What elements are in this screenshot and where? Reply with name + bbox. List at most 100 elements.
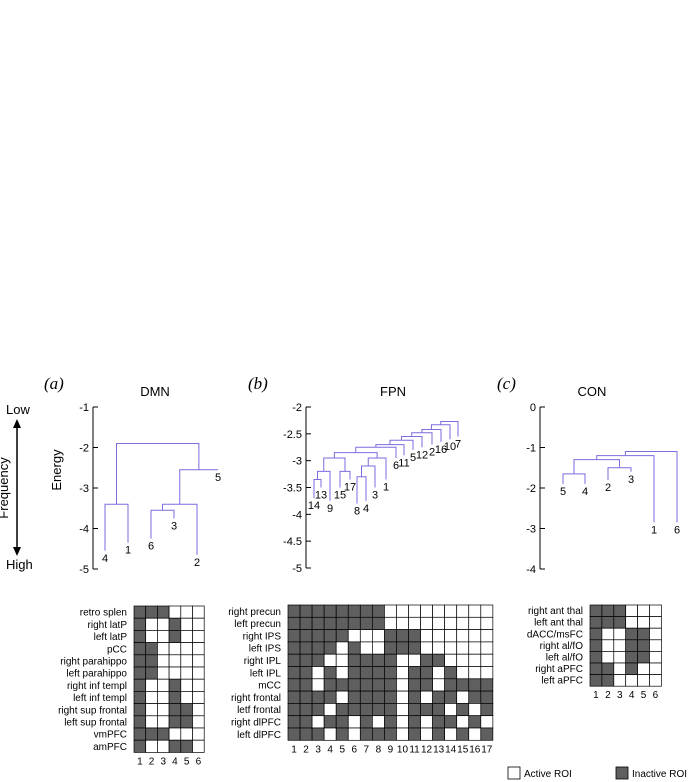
roi-label: left parahippo [66, 669, 127, 680]
state-column-label: 5 [184, 756, 190, 767]
roi-cell [468, 727, 482, 741]
roi-cell [157, 691, 170, 704]
roi-cell [287, 715, 301, 729]
roi-cell [347, 641, 361, 655]
roi-cell [408, 604, 421, 618]
roi-cell [180, 715, 193, 729]
roi-label: vmPFC [94, 730, 127, 741]
roi-cell [384, 641, 397, 655]
roi-cell [444, 653, 458, 667]
leaf-label: 5 [560, 486, 566, 498]
state-column-label: 16 [469, 744, 481, 755]
roi-cell [168, 715, 182, 729]
roi-cell [192, 691, 205, 704]
roi-cell [335, 715, 349, 729]
roi-cell [444, 616, 458, 630]
roi-cell [192, 654, 205, 668]
roi-cell [347, 653, 361, 667]
roi-cell [311, 616, 325, 630]
low-label: Low [6, 402, 30, 417]
roi-cell [168, 739, 182, 753]
roi-cell [323, 690, 337, 704]
roi-cell [323, 629, 337, 643]
y-tick-label: -3 [526, 524, 536, 536]
roi-cell [299, 727, 313, 741]
roi-cell [420, 641, 433, 655]
roi-cell [335, 690, 349, 704]
roi-cell [432, 715, 446, 729]
roi-cell [299, 616, 313, 630]
roi-cell [589, 662, 603, 675]
roi-cell [468, 604, 482, 618]
roi-cell [601, 674, 615, 687]
roi-cell [372, 678, 385, 692]
roi-cell [589, 639, 603, 652]
state-column-label: 4 [629, 690, 635, 701]
dendrogram-branch [573, 459, 620, 474]
roi-cell [311, 703, 325, 717]
roi-cell [432, 641, 446, 655]
state-column-label: 1 [137, 756, 143, 767]
roi-cell [456, 678, 470, 692]
state-column-label: 11 [409, 744, 420, 755]
y-tick-label: -2 [292, 402, 302, 414]
roi-cell [372, 604, 385, 618]
roi-cell [180, 642, 193, 656]
roi-cell [299, 690, 313, 704]
roi-cell [649, 651, 662, 664]
leaf-label: 2 [429, 447, 435, 459]
roi-cell [323, 641, 337, 655]
dendrogram-branch [624, 451, 678, 523]
roi-cell [396, 629, 409, 643]
dendrogram-branch [162, 503, 198, 555]
y-tick-label: -4.5 [283, 536, 302, 548]
dendrogram-branch [440, 420, 459, 437]
roi-cell [613, 662, 627, 675]
roi-cell [637, 616, 650, 629]
roi-cell [192, 739, 205, 753]
roi-cell [408, 629, 421, 643]
roi-cell [157, 617, 170, 631]
arrow-down-icon [13, 547, 21, 556]
roi-label: retro splen [80, 608, 127, 619]
leaf-label: 4 [102, 553, 108, 565]
roi-cell [157, 666, 170, 680]
leaf-label: 4 [363, 503, 369, 515]
roi-cell [444, 604, 458, 618]
roi-label: right precun [228, 607, 281, 618]
roi-cell [408, 690, 421, 704]
roi-cell [589, 604, 603, 617]
roi-cell [613, 616, 627, 629]
roi-cell [456, 604, 470, 618]
roi-cell [589, 627, 603, 641]
state-column-label: 14 [445, 744, 457, 755]
roi-cell [625, 662, 638, 675]
legend-active-swatch [507, 766, 521, 780]
dendrogram-branch [367, 457, 387, 480]
roi-cell [384, 727, 397, 741]
roi-cell [335, 616, 349, 630]
roi-cell [456, 703, 470, 717]
state-column-label: 6 [653, 690, 659, 701]
roi-cell [480, 727, 494, 741]
roi-cell [480, 690, 494, 704]
roi-cell [347, 616, 361, 630]
roi-cell [168, 703, 182, 717]
roi-cell [625, 651, 638, 664]
roi-cell [372, 727, 385, 741]
roi-cell [432, 604, 446, 618]
leaf-label: 17 [344, 481, 356, 493]
roi-cell [613, 639, 627, 652]
state-column-label: 17 [481, 744, 493, 755]
roi-cell [396, 678, 409, 692]
roi-cell [192, 727, 205, 741]
roi-cell [168, 654, 182, 668]
roi-cell [396, 703, 409, 717]
roi-cell [335, 678, 349, 692]
state-column-label: 1 [593, 690, 599, 701]
roi-cell [420, 690, 433, 704]
state-column-label: 2 [605, 690, 611, 701]
roi-cell [335, 703, 349, 717]
roi-label: pCC [107, 644, 127, 655]
roi-cell [408, 715, 421, 729]
